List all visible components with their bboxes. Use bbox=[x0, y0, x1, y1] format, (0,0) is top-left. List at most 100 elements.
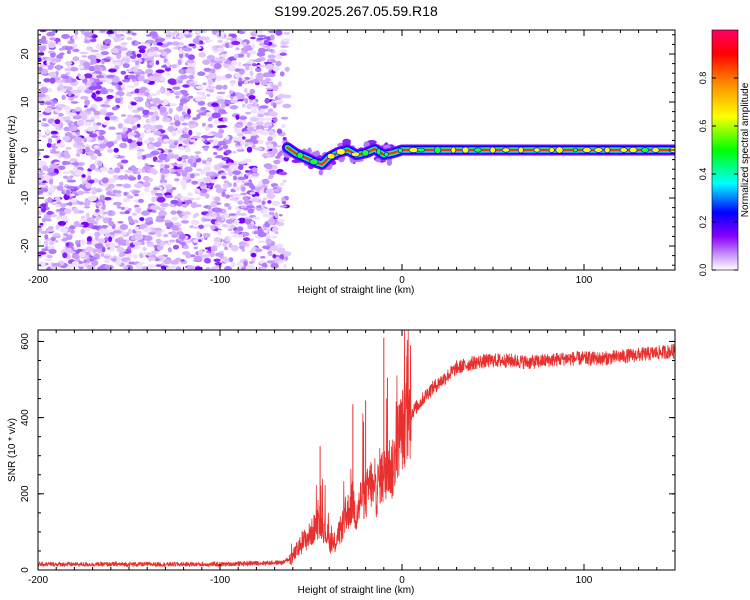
noise-speck bbox=[101, 177, 109, 184]
noise-speck bbox=[143, 123, 153, 130]
noise-speck bbox=[93, 149, 101, 154]
noise-speck bbox=[229, 90, 234, 95]
noise-speck bbox=[64, 78, 72, 83]
noise-speck bbox=[250, 198, 259, 203]
noise-speck bbox=[259, 78, 264, 83]
noise-speck bbox=[104, 100, 109, 105]
noise-speck bbox=[232, 150, 237, 154]
noise-speck bbox=[164, 219, 172, 223]
noise-speck bbox=[168, 107, 173, 114]
noise-speck bbox=[80, 239, 86, 245]
noise-speck bbox=[56, 185, 64, 191]
noise-speck bbox=[212, 139, 219, 146]
noise-speck bbox=[114, 65, 120, 70]
noise-speck bbox=[78, 251, 86, 258]
noise-speck bbox=[67, 86, 73, 91]
noise-speck bbox=[220, 31, 225, 38]
noise-speck bbox=[40, 261, 46, 266]
noise-speck bbox=[159, 88, 164, 93]
noise-speck bbox=[39, 169, 43, 173]
noise-speck bbox=[133, 254, 138, 259]
noise-speck bbox=[158, 153, 168, 161]
noise-speck bbox=[197, 71, 206, 76]
noise-speck bbox=[93, 110, 101, 116]
noise-speck bbox=[147, 143, 155, 150]
noise-speck bbox=[138, 198, 144, 203]
noise-speck bbox=[149, 46, 156, 52]
noise-speck bbox=[165, 221, 174, 228]
noise-speck bbox=[225, 194, 231, 199]
noise-speck bbox=[163, 113, 168, 120]
noise-speck bbox=[202, 59, 211, 65]
noise-speck bbox=[204, 126, 210, 132]
noise-speck bbox=[95, 90, 101, 95]
noise-speck bbox=[165, 267, 173, 270]
noise-speck bbox=[279, 71, 285, 77]
noise-speck bbox=[195, 168, 203, 172]
noise-speck bbox=[216, 121, 226, 124]
noise-speck bbox=[65, 189, 71, 196]
noise-speck bbox=[142, 53, 149, 59]
noise-speck bbox=[156, 196, 166, 203]
noise-speck bbox=[54, 161, 62, 164]
noise-speck bbox=[58, 112, 64, 117]
noise-speck bbox=[178, 136, 183, 141]
noise-speck bbox=[50, 102, 56, 107]
noise-speck bbox=[178, 105, 184, 111]
noise-speck bbox=[217, 229, 222, 236]
noise-speck bbox=[274, 212, 279, 219]
noise-speck bbox=[247, 121, 252, 127]
noise-speck bbox=[91, 92, 96, 99]
noise-speck bbox=[69, 229, 75, 234]
noise-speck bbox=[148, 75, 156, 81]
noise-speck bbox=[115, 97, 121, 104]
noise-speck bbox=[136, 92, 143, 96]
carrier-knot bbox=[461, 146, 470, 154]
noise-speck bbox=[137, 75, 145, 82]
noise-speck bbox=[206, 157, 213, 163]
noise-speck bbox=[50, 202, 58, 205]
noise-speck bbox=[48, 241, 55, 246]
noise-speck bbox=[170, 199, 179, 205]
noise-speck bbox=[250, 252, 257, 258]
noise-speck bbox=[281, 38, 291, 42]
noise-speck bbox=[151, 210, 157, 213]
x-tick-label: 100 bbox=[576, 275, 593, 286]
noise-speck bbox=[82, 248, 86, 252]
noise-speck bbox=[39, 30, 47, 33]
noise-speck bbox=[46, 31, 56, 37]
noise-speck bbox=[97, 135, 105, 141]
noise-speck bbox=[160, 265, 166, 270]
noise-speck bbox=[260, 255, 266, 259]
carrier-knot bbox=[641, 147, 650, 153]
noise-speck bbox=[66, 247, 72, 251]
noise-speck bbox=[174, 114, 179, 119]
noise-speck bbox=[107, 177, 117, 184]
noise-speck bbox=[46, 142, 52, 148]
noise-speck bbox=[59, 203, 67, 208]
noise-speck bbox=[113, 37, 120, 43]
noise-speck bbox=[243, 200, 249, 205]
noise-speck bbox=[173, 91, 182, 96]
noise-speck bbox=[244, 76, 250, 80]
noise-speck bbox=[137, 174, 141, 181]
carrier-knot bbox=[619, 147, 628, 153]
noise-speck bbox=[250, 106, 259, 110]
noise-speck bbox=[97, 238, 106, 244]
noise-speck bbox=[130, 101, 137, 106]
noise-speck bbox=[120, 42, 128, 45]
noise-speck bbox=[122, 183, 131, 189]
snr-panel: -200 -100 0 100 0 200 400 600 Height of straig… bbox=[7, 329, 676, 596]
noise-speck bbox=[166, 154, 175, 159]
noise-speck bbox=[218, 140, 227, 146]
noise-speck bbox=[46, 59, 51, 66]
noise-speck bbox=[47, 210, 54, 215]
carrier-knot bbox=[376, 147, 382, 156]
noise-speck bbox=[179, 233, 186, 240]
noise-speck bbox=[224, 236, 229, 242]
noise-speck bbox=[198, 52, 206, 58]
noise-speck bbox=[180, 220, 190, 224]
noise-speck bbox=[263, 163, 272, 169]
noise-speck bbox=[211, 176, 215, 179]
noise-speck bbox=[103, 255, 111, 259]
